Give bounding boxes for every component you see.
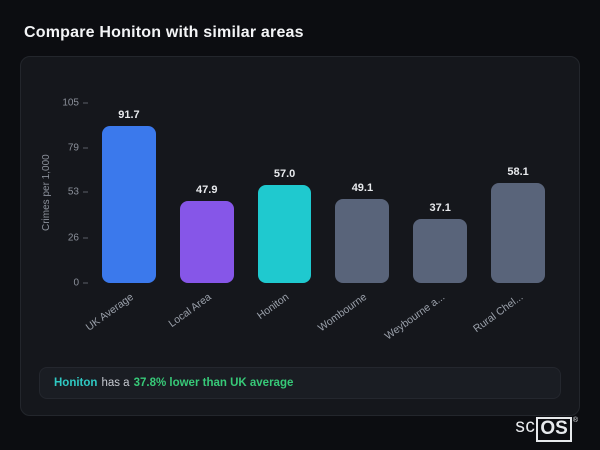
note-highlight: 37.8% lower than UK average: [133, 377, 294, 389]
y-tick-label: 53: [67, 186, 79, 198]
y-tick-mark: [83, 191, 88, 193]
registered-mark-icon: ®: [572, 417, 578, 425]
x-axis-label: UK Average: [83, 291, 136, 334]
bar-value-label: 57.0: [273, 168, 296, 181]
y-axis: 0 26 53 79 105: [54, 98, 88, 289]
x-axis-label: Honiton: [255, 291, 292, 322]
y-tick-label: 0: [73, 277, 79, 289]
bar-group: 58.1 Rural Chel...: [471, 103, 545, 335]
y-tick: 53: [68, 187, 88, 198]
logo-suffix: OS: [536, 417, 572, 442]
bar-group: 49.1 Wombourne: [316, 103, 390, 334]
scos-logo: sc OS ®: [515, 416, 578, 442]
y-tick-label: 26: [67, 232, 79, 244]
note-text: has a: [101, 377, 130, 389]
bar-value-label: 47.9: [196, 183, 218, 196]
bar-group: 47.9 Local Area: [167, 103, 234, 330]
y-tick: 79: [68, 142, 88, 153]
y-tick-mark: [83, 282, 88, 284]
bar-chart: Crimes per 1,000 0 26 53 79 105 91.7 UK Avera…: [41, 98, 559, 342]
y-axis-title: Crimes per 1,000: [41, 154, 52, 232]
bar-value-label: 37.1: [429, 202, 451, 215]
y-tick-label: 79: [67, 142, 79, 154]
bar[interactable]: [102, 125, 156, 283]
y-tick-label: 105: [62, 97, 79, 109]
x-axis-label: Rural Chel...: [470, 291, 526, 336]
bar-value-label: 49.1: [351, 181, 374, 194]
x-axis-label: Local Area: [166, 291, 214, 330]
bar[interactable]: [413, 219, 468, 283]
bar[interactable]: [491, 183, 545, 283]
y-tick: 26: [68, 233, 88, 244]
y-tick-mark: [83, 102, 88, 104]
chart-card: Crimes per 1,000 0 26 53 79 105 91.7 UK Avera…: [20, 56, 580, 416]
y-tick: 0: [73, 278, 88, 289]
x-axis-label: Wombourne: [316, 291, 370, 335]
logo-prefix: sc: [515, 416, 536, 438]
summary-note: Honiton has a 37.8% lower than UK averag…: [39, 367, 561, 399]
bar[interactable]: [257, 185, 312, 283]
plot-area: 91.7 UK Average 47.9 Local Area 57.0 Honiton 4…: [84, 103, 559, 342]
bar-group: 57.0 Honiton: [255, 103, 312, 322]
bar-value-label: 91.7: [118, 108, 140, 121]
page: Compare Honiton with similar areas Crime…: [20, 24, 580, 416]
y-tick-mark: [83, 237, 88, 239]
bar-group: 37.1 Weybourne a...: [383, 103, 468, 342]
y-tick: 105: [62, 98, 88, 109]
bar[interactable]: [335, 198, 390, 283]
page-title: Compare Honiton with similar areas: [24, 24, 304, 41]
x-axis-label: Weybourne a...: [382, 291, 448, 343]
y-tick-mark: [83, 147, 88, 149]
bar-group: 91.7 UK Average: [84, 103, 156, 334]
bar[interactable]: [179, 200, 234, 283]
note-subject: Honiton: [54, 377, 98, 389]
bar-value-label: 58.1: [507, 166, 529, 179]
